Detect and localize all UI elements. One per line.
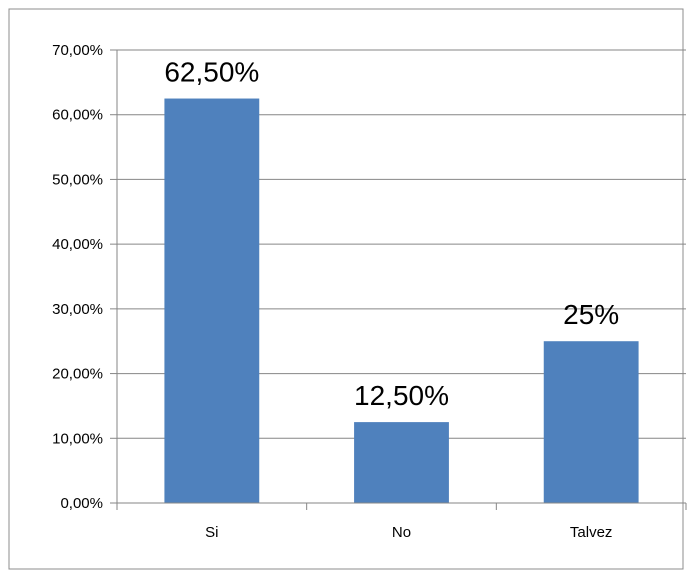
x-tick-label: Si	[205, 524, 218, 541]
axes	[110, 49, 687, 510]
bar-talvez	[543, 341, 639, 503]
y-tick-label: 50,00%	[52, 171, 103, 188]
y-tick-labels: 0,00% 10,00% 20,00% 30,00% 40,00% 50,00% 60,00…	[52, 42, 103, 512]
bars	[164, 98, 639, 504]
data-labels: 62,50% 12,50% 25%	[164, 57, 619, 412]
y-tick-label: 10,00%	[52, 430, 103, 447]
data-label: 12,50%	[354, 380, 449, 411]
y-tick-label: 40,00%	[52, 236, 103, 253]
y-tick-label: 20,00%	[52, 366, 103, 383]
y-tick-label: 0,00%	[60, 495, 103, 512]
y-tick-label: 30,00%	[52, 301, 103, 318]
x-tick-label: Talvez	[570, 524, 613, 541]
data-label: 62,50%	[164, 57, 259, 88]
x-tick-labels: Si No Talvez	[205, 524, 612, 541]
bar-no	[354, 422, 449, 503]
bar-si	[164, 98, 260, 504]
y-tick-label: 60,00%	[52, 107, 103, 124]
data-label: 25%	[563, 299, 619, 330]
x-tick-label: No	[392, 524, 411, 541]
y-tick-label: 70,00%	[52, 42, 103, 59]
